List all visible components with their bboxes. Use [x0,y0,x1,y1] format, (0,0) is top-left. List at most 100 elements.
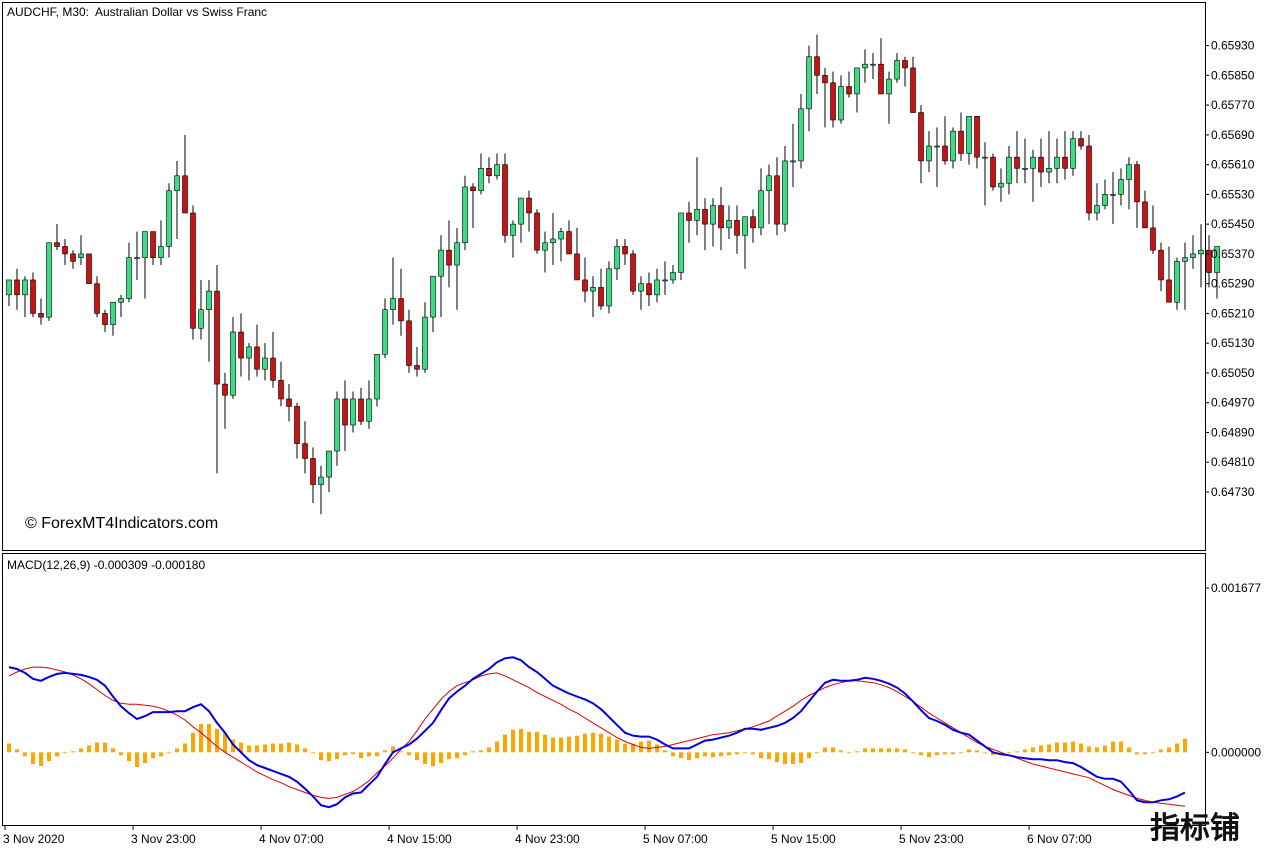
candle-body [982,156,988,159]
candle-body [414,365,420,370]
histogram-bar [271,743,275,753]
candle-body [614,246,620,270]
histogram-bar [479,750,483,753]
histogram-bar [847,752,851,754]
histogram-bar [415,752,419,761]
price-tick-label: 0.65050 [1211,366,1255,380]
candle-body [870,63,876,66]
histogram-bar [151,752,155,759]
candle-body [478,168,484,191]
candle-body [806,56,812,110]
candle-body [558,231,564,240]
histogram-bar [367,752,371,757]
candle-body [582,279,588,292]
histogram-bar [79,748,83,753]
candle-body [22,279,28,296]
candle-body [566,231,572,255]
candle-body [102,313,108,325]
histogram-bar [263,744,267,753]
histogram-bar [991,752,995,756]
histogram-bar [903,749,907,753]
histogram-bar [343,752,347,756]
price-tick-label: 0.64890 [1211,425,1255,439]
histogram-bar [47,752,51,762]
histogram-bar [407,752,411,756]
histogram-bar [239,742,243,753]
histogram-bar [95,742,99,753]
histogram-bar [127,752,131,762]
candle-body [702,208,708,225]
histogram-bar [335,752,339,760]
candle-body [1086,145,1092,214]
candle-body [278,380,284,400]
histogram-bar [983,752,987,754]
candle-body [526,197,532,214]
histogram-bar [175,748,179,753]
histogram-bar [687,752,691,761]
histogram-bar [1143,752,1147,755]
candle-body [814,56,820,76]
macd-series [7,656,1187,809]
candle-body [374,354,380,400]
candle-body [542,242,548,251]
histogram-bar [743,752,747,754]
histogram-bar [583,733,587,753]
histogram-bar [711,752,715,758]
candle-body [182,175,188,214]
macd-line [8,656,1186,809]
candle-body [590,287,596,292]
histogram-bar [55,752,59,757]
candle-body [494,164,500,177]
candle-body [606,268,612,307]
histogram-bar [1119,741,1123,753]
histogram-bar [1015,751,1019,753]
histogram-bar [143,752,147,764]
histogram-bar [1167,747,1171,753]
candle-body [878,63,884,95]
candle-body [14,279,20,296]
histogram-bar [703,752,707,757]
candle-body [38,313,44,318]
candle-body [654,279,660,296]
time-tick-label: 5 Nov 23:00 [899,832,964,846]
histogram-bar [783,752,787,765]
histogram-bar [1087,746,1091,753]
candle-body [366,398,372,422]
candle-body [446,249,452,266]
histogram-bar [943,752,947,755]
price-panel-frame [2,2,1206,551]
histogram-bar [695,752,699,759]
candle-body [1142,201,1148,229]
candle-body [1078,138,1084,147]
candle-body [822,75,828,84]
histogram-bar [111,748,115,753]
candle-body [246,346,252,359]
candle-body [46,242,52,318]
candle-body [726,220,732,229]
price-tick-label: 0.65610 [1211,158,1255,172]
candle-body [1014,156,1020,169]
candle-body [798,108,804,162]
candle-body [846,86,852,95]
histogram-bar [39,752,43,767]
histogram-bar [359,752,363,759]
candle-body [350,398,356,426]
histogram-bar [439,752,443,764]
histogram-bar [607,736,611,753]
candle-body [854,67,860,95]
histogram-bar [735,752,739,755]
candle-body [6,279,12,296]
histogram-bar [911,752,915,754]
candle-body [270,357,276,381]
candle-body [966,115,972,154]
candle-body [662,279,668,282]
histogram-bar [727,752,731,756]
histogram-bar [135,752,139,768]
candle-body [238,331,244,359]
candle-body [134,257,140,259]
price-tick-label: 0.65770 [1211,98,1255,112]
histogram-bar [199,723,203,753]
candle-body [454,242,460,266]
candle-body [110,301,116,325]
candle-body [326,450,332,478]
